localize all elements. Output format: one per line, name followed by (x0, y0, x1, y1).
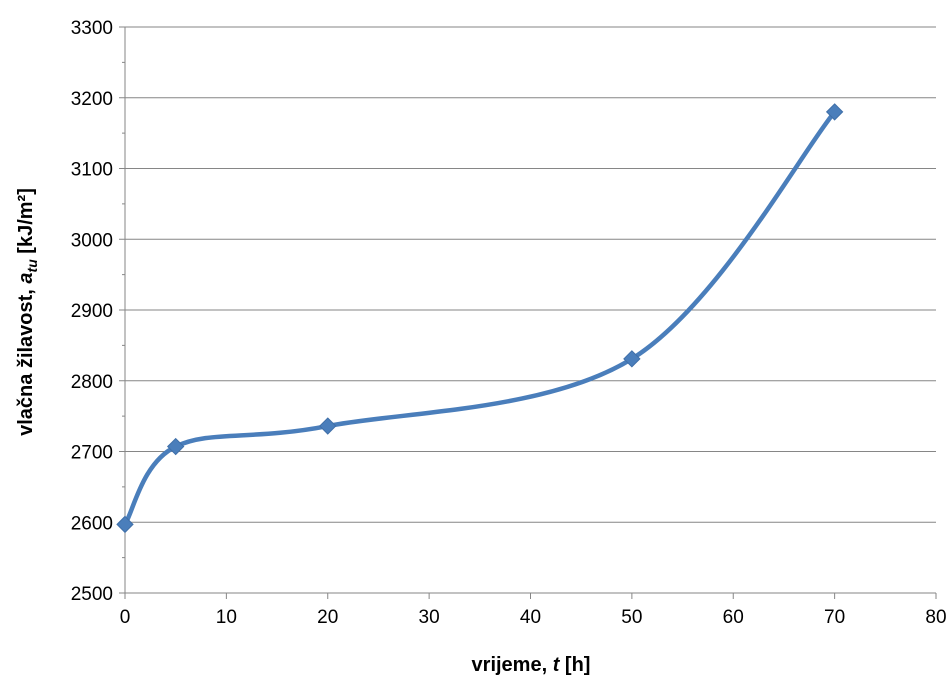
y-tick-label: 3300 (71, 18, 113, 39)
x-axis-title-suffix: [h] (559, 654, 590, 676)
data-point-marker (166, 437, 185, 456)
y-axis-title-variable: a (15, 272, 37, 283)
x-tick-label: 0 (120, 607, 131, 628)
data-point-marker (825, 103, 844, 121)
y-tick-label: 2900 (71, 301, 113, 322)
y-tick-label: 2700 (71, 443, 113, 464)
series-line (122, 109, 837, 527)
series (116, 103, 844, 534)
y-tick-label: 2500 (71, 584, 113, 605)
x-tick-label: 60 (723, 607, 744, 628)
y-tick-label: 3100 (71, 160, 113, 181)
x-tick-label: 40 (520, 607, 541, 628)
gridlines (125, 26, 936, 523)
tick-labels: 2500 2600 2700 2800 2900 3000 3100 3200 3300 0 10 2… (71, 18, 947, 628)
x-axis-title: vrijeme, t [h] (472, 654, 591, 676)
y-tick-label: 2800 (71, 372, 113, 393)
y-tick-label: 3000 (71, 230, 113, 251)
x-tick-label: 70 (824, 607, 845, 628)
x-tick-label: 20 (317, 607, 338, 628)
x-tick-label: 10 (216, 607, 237, 628)
data-point-marker (319, 417, 337, 435)
y-axis-title: vlačna žilavost, atu [kJ/m²] (15, 188, 40, 436)
y-axis-title-suffix: [kJ/m²] (15, 188, 37, 259)
x-tick-label: 30 (419, 607, 440, 628)
y-tick-label: 2600 (71, 513, 113, 534)
data-point-marker (623, 350, 641, 368)
y-tick-label: 3200 (71, 89, 113, 110)
x-axis-title-variable: t (553, 654, 561, 676)
axes (119, 26, 937, 599)
y-axis-title-subscript: tu (24, 259, 40, 273)
y-axis-title-prefix: vlačna žilavost, (15, 284, 37, 436)
x-tick-label: 50 (621, 607, 642, 628)
data-point-marker (116, 515, 134, 534)
x-axis-title-prefix: vrijeme, (472, 654, 553, 676)
x-tick-label: 80 (925, 607, 946, 628)
